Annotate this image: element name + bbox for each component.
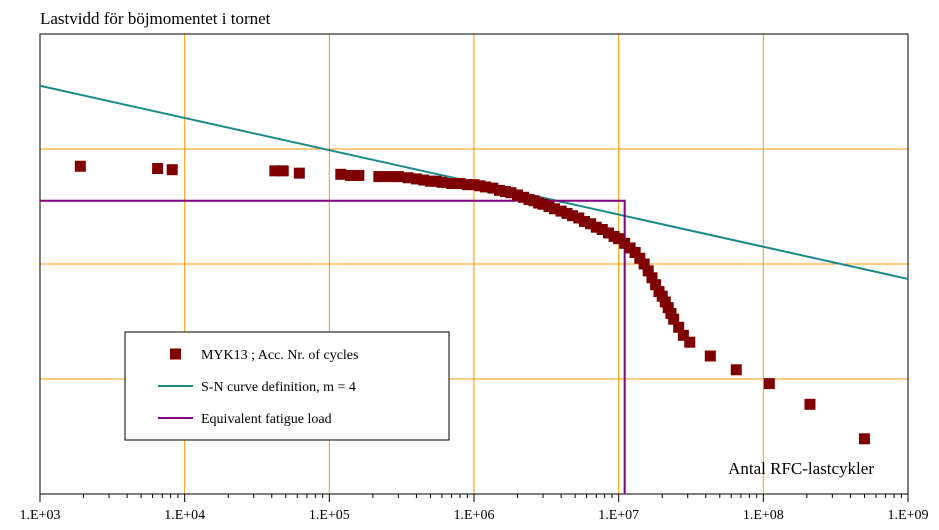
data-point xyxy=(344,169,356,181)
grid xyxy=(40,34,908,494)
data-point xyxy=(152,163,164,175)
data-point xyxy=(505,187,517,199)
data-point xyxy=(638,258,650,270)
data-point xyxy=(353,169,365,181)
data-point xyxy=(585,218,597,230)
data-point xyxy=(410,173,422,185)
legend: MYK13 ; Acc. Nr. of cycles S-N curve defi… xyxy=(124,331,450,441)
data-point xyxy=(392,171,404,183)
legend-label: MYK13 ; Acc. Nr. of cycles xyxy=(201,348,358,363)
data-point xyxy=(673,321,685,333)
legend-label: Equivalent fatigue load xyxy=(201,412,332,427)
data-point xyxy=(646,272,658,284)
data-point xyxy=(677,329,689,341)
data-point xyxy=(656,290,668,302)
data-point xyxy=(373,171,385,183)
data-point xyxy=(659,296,671,308)
data-point xyxy=(555,205,567,217)
x-tick-label: 1.E+05 xyxy=(309,508,350,523)
series-layer xyxy=(39,84,909,494)
data-point xyxy=(573,212,585,224)
data-point xyxy=(662,302,674,314)
data-point xyxy=(684,336,696,348)
x-ticks: 1.E+03 1.E+04 1.E+05 1.E+06 1.E+07 1.E+08 1.E+… xyxy=(20,494,929,523)
chart-title: Lastvidd för böjmomentet i tornet xyxy=(40,9,271,28)
x-tick-label: 1.E+08 xyxy=(743,508,784,523)
data-point xyxy=(602,227,614,239)
legend-label: S-N curve definition, m = 4 xyxy=(201,380,356,395)
data-point xyxy=(567,210,579,222)
data-point xyxy=(335,168,347,180)
data-point xyxy=(665,307,677,319)
data-point xyxy=(613,233,625,245)
data-point xyxy=(293,167,305,179)
data-point xyxy=(548,203,560,215)
data-point xyxy=(763,378,775,390)
data-point xyxy=(479,181,491,193)
data-point xyxy=(634,252,646,264)
data-point xyxy=(668,313,680,325)
data-point xyxy=(383,171,395,183)
x-tick-label: 1.E+09 xyxy=(888,508,929,523)
data-point xyxy=(418,174,430,186)
data-point xyxy=(424,175,436,187)
data-point xyxy=(804,398,816,410)
data-point xyxy=(596,224,608,235)
data-point xyxy=(730,364,742,376)
x-tick-label: 1.E+04 xyxy=(164,508,205,523)
data-point xyxy=(446,178,458,189)
data-point xyxy=(650,279,662,291)
x-tick-label: 1.E+06 xyxy=(454,508,495,523)
data-point xyxy=(166,164,178,176)
x-axis-label: Antal RFC-lastcykler xyxy=(728,459,874,478)
data-point xyxy=(537,198,549,210)
data-point xyxy=(74,160,86,172)
data-point xyxy=(454,178,466,189)
data-point xyxy=(512,189,524,201)
data-point xyxy=(704,350,716,362)
data-point xyxy=(468,179,480,191)
data-point xyxy=(642,265,654,277)
data-point xyxy=(487,182,499,194)
legend-marker-square xyxy=(170,348,181,360)
data-point xyxy=(493,184,505,196)
data-point xyxy=(590,221,602,233)
data-point xyxy=(461,179,473,191)
x-tick-label: 1.E+03 xyxy=(20,508,61,523)
x-tick-label: 1.E+07 xyxy=(598,508,639,523)
equivalent-fatigue-line xyxy=(40,199,626,494)
data-point xyxy=(578,215,590,227)
data-point xyxy=(277,165,289,177)
data-point xyxy=(858,433,870,445)
data-point xyxy=(269,165,281,177)
data-point xyxy=(629,247,641,258)
data-point xyxy=(402,172,414,184)
data-point xyxy=(436,176,448,188)
